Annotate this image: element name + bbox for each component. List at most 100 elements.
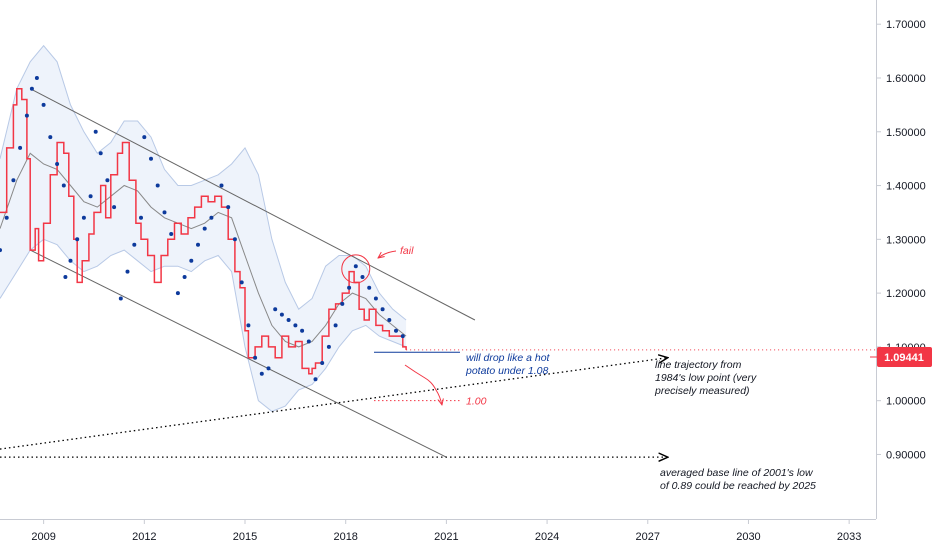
x-tick-label: 2009 bbox=[31, 531, 55, 543]
sar-dot bbox=[189, 258, 194, 263]
x-tick-labels: 2009 2012 2015 2018 2021 2024 2027 2030 2033 bbox=[31, 519, 861, 543]
y-tick-label: 1.30000 bbox=[886, 234, 926, 246]
sar-dot bbox=[286, 318, 291, 322]
y-tick-label: 1.70000 bbox=[886, 19, 926, 31]
sar-dot bbox=[360, 275, 365, 279]
sar-dot bbox=[380, 307, 385, 312]
y-tick-label: 1.00000 bbox=[886, 396, 926, 408]
sar-dot bbox=[320, 361, 325, 365]
projection-lines-layer bbox=[0, 358, 668, 457]
y-tick-label: 1.40000 bbox=[886, 181, 926, 193]
sar-dot bbox=[162, 210, 167, 215]
sar-dot bbox=[400, 334, 405, 339]
sar-dot bbox=[55, 162, 60, 166]
y-tick-label: 0.90000 bbox=[886, 449, 926, 461]
last-price-tag: 1.09441 bbox=[870, 347, 932, 367]
last-price-badge bbox=[877, 347, 932, 367]
sar-dot bbox=[333, 323, 338, 328]
sar-dot bbox=[98, 151, 103, 156]
x-tick-label: 2021 bbox=[434, 531, 458, 543]
sar-dot bbox=[29, 86, 34, 91]
sar-dot bbox=[266, 366, 271, 371]
sar-dot bbox=[232, 237, 237, 242]
last-price-label: 1.09441 bbox=[884, 352, 924, 364]
channel-line-2[interactable] bbox=[29, 249, 447, 458]
sar-dot bbox=[4, 215, 9, 220]
y-tick-labels: 0.900001.000001.100001.200001.300001.400… bbox=[876, 19, 926, 461]
sar-dot bbox=[68, 258, 73, 263]
sar-dot bbox=[367, 285, 372, 290]
sar-dot bbox=[175, 291, 180, 296]
sar-dot bbox=[340, 301, 345, 306]
annotation-base-line: averaged base line of 2001's low of 0.89 … bbox=[660, 467, 816, 492]
channel-line-1[interactable] bbox=[29, 88, 476, 321]
sar-dot bbox=[347, 285, 352, 290]
annotation-fail: fail bbox=[400, 245, 414, 257]
sar-dot bbox=[300, 328, 305, 333]
sar-dot bbox=[353, 264, 358, 269]
sar-dot bbox=[88, 194, 93, 199]
sar-dot bbox=[373, 296, 378, 301]
sar-dot bbox=[105, 178, 110, 183]
sar-dot bbox=[11, 178, 16, 183]
sar-dot bbox=[149, 156, 153, 161]
sar-dot bbox=[246, 323, 251, 328]
sar-dot bbox=[61, 183, 66, 188]
sar-dot bbox=[48, 135, 53, 140]
sar-dot bbox=[75, 237, 80, 242]
band-upper-line bbox=[0, 44, 407, 321]
x-axis[interactable]: 2009 2012 2015 2018 2021 2024 2027 2030 2033 bbox=[0, 519, 876, 543]
x-tick-label: 2030 bbox=[736, 531, 760, 543]
x-tick-label: 2012 bbox=[132, 531, 156, 543]
sar-dot bbox=[169, 232, 174, 236]
sar-dot bbox=[81, 215, 86, 220]
drop-projection-arrow bbox=[404, 364, 442, 405]
sar-dot bbox=[125, 269, 130, 274]
sar-dot bbox=[226, 205, 231, 210]
price-line[interactable] bbox=[0, 87, 407, 375]
sar-dot bbox=[0, 248, 2, 253]
sar-dot bbox=[18, 145, 23, 150]
sar-dot bbox=[196, 242, 200, 247]
annotation-hot-potato: will drop like a hot potato under 1.08 bbox=[465, 352, 551, 377]
channel-lines-layer bbox=[29, 88, 476, 458]
sar-dot bbox=[293, 323, 298, 328]
fail-circle bbox=[341, 254, 371, 284]
x-tick-label: 2033 bbox=[837, 531, 861, 543]
fail-arrow bbox=[378, 250, 397, 258]
sar-dot bbox=[118, 296, 123, 301]
sar-dot bbox=[34, 76, 39, 80]
sar-dot bbox=[279, 312, 284, 317]
annotation-target-1-00: 1.00 bbox=[466, 396, 487, 408]
x-tick-label: 2024 bbox=[535, 531, 559, 543]
sar-dot bbox=[139, 215, 143, 220]
sar-dot bbox=[41, 102, 46, 107]
annotation-layer: fail will drop like a hot potato under 1.0… bbox=[341, 245, 816, 492]
parabolic-sar-layer bbox=[0, 76, 405, 382]
sar-dot bbox=[132, 242, 137, 247]
sar-dot bbox=[142, 135, 147, 140]
sar-dot bbox=[63, 275, 68, 279]
price-series-layer bbox=[0, 87, 876, 375]
sar-dot bbox=[273, 307, 278, 312]
projection-arrow-1[interactable] bbox=[0, 358, 668, 450]
sar-dot bbox=[259, 371, 264, 376]
sar-dot bbox=[253, 355, 258, 360]
sar-dot bbox=[313, 377, 318, 382]
sar-dot bbox=[387, 318, 392, 322]
sar-dot bbox=[202, 226, 207, 231]
x-tick-label: 2018 bbox=[333, 531, 357, 543]
y-tick-label: 1.20000 bbox=[886, 288, 926, 300]
sar-dot bbox=[209, 215, 214, 220]
sar-dot bbox=[239, 280, 244, 285]
x-tick-label: 2015 bbox=[233, 531, 257, 543]
sar-dot bbox=[306, 339, 311, 344]
sar-dot bbox=[93, 129, 98, 134]
sar-dot bbox=[219, 183, 224, 188]
sar-dot bbox=[182, 275, 187, 279]
y-tick-label: 1.60000 bbox=[886, 73, 926, 85]
y-axis[interactable]: 0.900001.000001.100001.200001.300001.400… bbox=[876, 0, 926, 519]
annotation-trajectory: line trajectory from 1984's low point (ve… bbox=[654, 359, 757, 397]
sar-dot bbox=[326, 344, 331, 349]
